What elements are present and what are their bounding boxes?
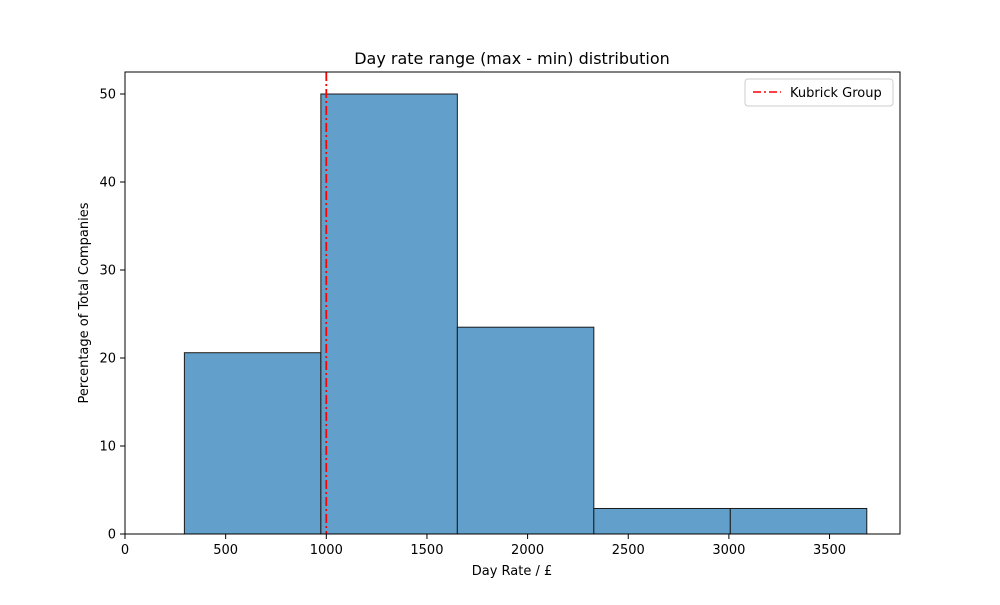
y-tick-label: 20 bbox=[99, 352, 116, 367]
x-tick-label: 1000 bbox=[310, 543, 343, 558]
plot-frame bbox=[124, 71, 901, 535]
x-tick-label: 500 bbox=[213, 543, 238, 558]
y-tick-label: 0 bbox=[108, 528, 116, 543]
y-axis-label: Percentage of Total Companies bbox=[77, 202, 92, 403]
x-tick-label: 0 bbox=[121, 543, 129, 558]
x-axis-ticks: 0 500 1000 1500 2000 2500 3000 3500 bbox=[121, 534, 846, 558]
x-axis-label: Day Rate / £ bbox=[472, 564, 553, 579]
legend: Kubrick Group bbox=[744, 78, 894, 107]
histogram-bar bbox=[593, 507, 731, 535]
y-tick-label: 30 bbox=[99, 264, 116, 279]
histogram-bar bbox=[320, 93, 458, 535]
histogram-bar bbox=[183, 352, 322, 535]
y-axis-ticks: 0 10 20 30 40 50 bbox=[99, 88, 125, 543]
y-tick-label: 50 bbox=[99, 88, 116, 103]
x-tick-label: 3000 bbox=[712, 543, 745, 558]
legend-label: Kubrick Group bbox=[790, 86, 882, 101]
x-tick-label: 3500 bbox=[813, 543, 846, 558]
y-tick-label: 40 bbox=[99, 176, 116, 191]
x-tick-label: 2500 bbox=[612, 543, 645, 558]
histogram-bar bbox=[729, 507, 868, 535]
histogram-bar bbox=[456, 326, 595, 535]
x-tick-label: 2000 bbox=[511, 543, 544, 558]
bars-layer bbox=[183, 93, 868, 535]
legend-box bbox=[744, 78, 894, 107]
x-tick-label: 1500 bbox=[410, 543, 443, 558]
y-tick-label: 10 bbox=[99, 440, 116, 455]
chart-title: Day rate range (max - min) distribution bbox=[354, 49, 670, 68]
